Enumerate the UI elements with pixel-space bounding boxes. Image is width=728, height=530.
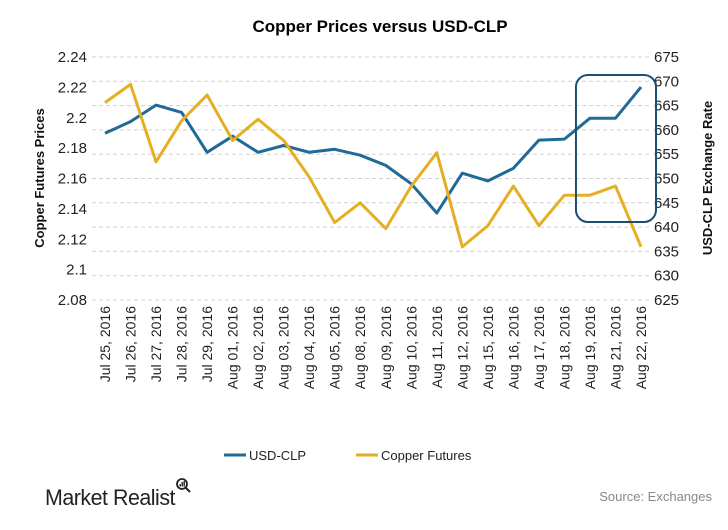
right-tick-label: 665 [654,98,679,115]
left-tick-label: 2.2 [66,110,87,127]
right-tick-label: 670 [654,73,679,90]
chart-title: Copper Prices versus USD-CLP [252,17,507,36]
x-tick-label: Aug 01, 2016 [225,306,241,390]
x-tick-label: Jul 28, 2016 [174,306,190,382]
x-tick-label: Jul 27, 2016 [148,306,164,382]
series-lines [104,82,643,249]
x-tick-label: Jul 26, 2016 [123,306,139,382]
x-tick-label: Aug 17, 2016 [531,306,547,390]
left-tick-label: 2.12 [58,231,87,248]
highlight-box [574,74,658,223]
x-tick-label: Aug 18, 2016 [556,306,572,390]
right-axis-label: USD-CLP Exchange Rate [700,101,715,255]
left-tick-label: 2.14 [58,201,87,218]
magnifier-icon [176,478,191,493]
x-tick-label: Aug 22, 2016 [633,306,649,390]
x-tick-label: Aug 19, 2016 [582,306,598,390]
right-axis-ticks: 625 630 635 640 645 650 655 660 665 670 675 [654,49,679,309]
x-tick-label: Aug 10, 2016 [403,306,419,390]
x-tick-label: Aug 09, 2016 [378,306,394,390]
right-tick-label: 655 [654,146,679,163]
left-tick-label: 2.18 [58,140,87,157]
x-tick-label: Aug 08, 2016 [352,306,368,390]
logo-text: Market Realist [45,485,175,510]
right-tick-label: 640 [654,219,679,236]
market-realist-logo: Market Realist [45,478,191,510]
left-tick-label: 2.08 [58,292,87,309]
x-tick-label: Aug 02, 2016 [250,306,266,390]
left-axis-ticks: 2.08 2.1 2.12 2.14 2.16 2.18 2.2 2.22 2.24 [58,49,87,309]
series-line-usd-clp [104,86,643,215]
x-tick-label: Aug 04, 2016 [301,306,317,390]
x-tick-label: Aug 21, 2016 [607,306,623,390]
legend: USD-CLP Copper Futures [224,448,472,463]
x-tick-label: Aug 11, 2016 [429,306,445,388]
right-tick-label: 660 [654,122,679,139]
x-axis-ticks: Jul 25, 2016 Jul 26, 2016 Jul 27, 2016 Jul … [97,306,649,390]
source-note: Source: Exchanges [599,489,712,504]
x-tick-label: Aug 12, 2016 [454,306,470,390]
legend-label-copper-futures: Copper Futures [381,448,472,463]
x-tick-label: Aug 16, 2016 [505,306,521,390]
right-tick-label: 635 [654,243,679,260]
x-tick-label: Jul 29, 2016 [199,306,215,382]
left-tick-label: 2.16 [58,171,87,188]
x-tick-label: Aug 15, 2016 [480,306,496,390]
series-line-copper-futures [104,82,643,249]
left-axis-label: Copper Futures Prices [32,108,47,247]
right-tick-label: 650 [654,171,679,188]
x-tick-label: Aug 03, 2016 [276,306,292,390]
x-tick-label: Jul 25, 2016 [97,306,113,382]
left-tick-label: 2.1 [66,262,87,279]
legend-label-usd-clp: USD-CLP [249,448,306,463]
right-tick-label: 625 [654,292,679,309]
left-tick-label: 2.24 [58,49,87,66]
right-tick-label: 630 [654,268,679,285]
left-tick-label: 2.22 [58,79,87,96]
right-tick-label: 645 [654,195,679,212]
right-tick-label: 675 [654,49,679,66]
x-tick-label: Aug 05, 2016 [327,306,343,390]
gridlines [92,56,650,301]
